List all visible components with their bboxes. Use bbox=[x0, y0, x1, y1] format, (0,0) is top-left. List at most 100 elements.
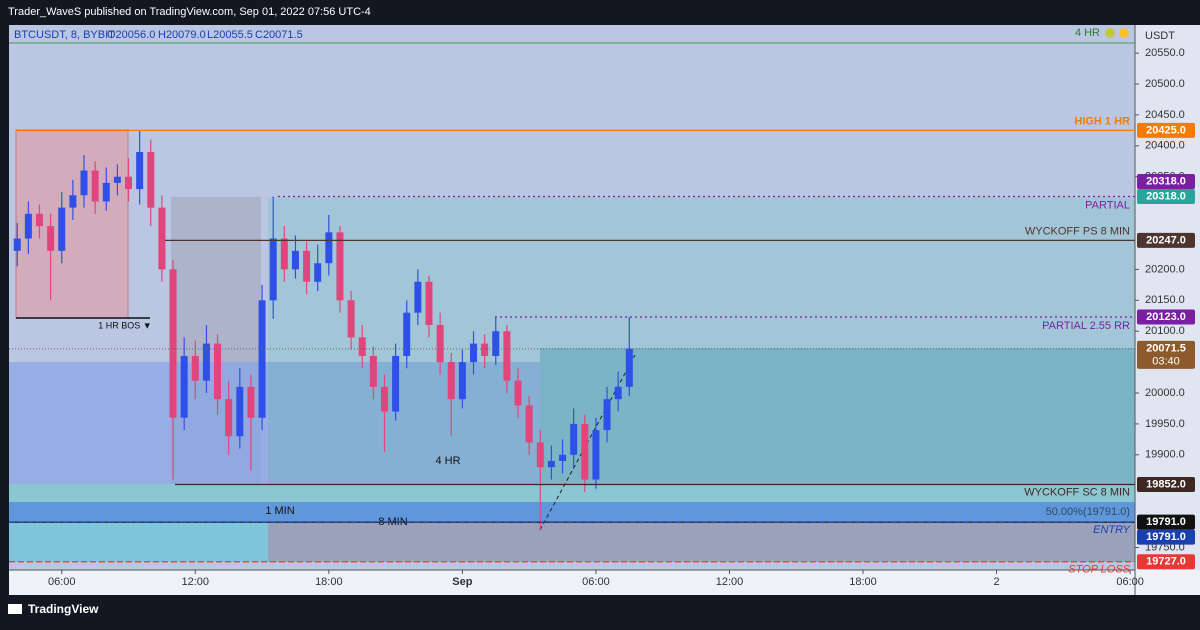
ohlc-high: H20079.0 bbox=[158, 29, 206, 41]
candle-body bbox=[436, 325, 444, 363]
level-text: HIGH 1 HR bbox=[1074, 115, 1130, 127]
candle-body bbox=[358, 337, 366, 356]
publisher: Trader_WaveS published on TradingView.co… bbox=[8, 6, 371, 18]
price-label: 20247.0 bbox=[1146, 234, 1186, 246]
time-axis bbox=[9, 570, 1200, 595]
candle-body bbox=[202, 343, 210, 381]
candle-body bbox=[559, 454, 567, 461]
candle-body bbox=[147, 151, 155, 208]
last-price-box bbox=[1137, 340, 1195, 369]
annotation: 4 HR bbox=[435, 455, 460, 467]
x-tick-label: 06:00 bbox=[48, 576, 76, 588]
candle-body bbox=[35, 213, 43, 227]
price-label: 20318.0 bbox=[1146, 175, 1186, 187]
candle-body bbox=[91, 170, 99, 202]
candle-body bbox=[347, 300, 355, 338]
zone-dark-teal bbox=[540, 348, 1135, 484]
y-tick-label: 20150.0 bbox=[1145, 294, 1185, 306]
candle-body bbox=[280, 238, 288, 270]
symbol: BTCUSDT, 8, BYBIT bbox=[14, 29, 115, 41]
ohlc-open: O20056.0 bbox=[107, 29, 155, 41]
price-label-box bbox=[1137, 309, 1195, 325]
level-text: PARTIAL bbox=[1085, 199, 1130, 211]
candle-body bbox=[214, 343, 222, 400]
zones bbox=[9, 129, 1135, 562]
countdown: 03:40 bbox=[1152, 356, 1180, 368]
price-label-box bbox=[1137, 529, 1195, 545]
brand: TradingView bbox=[28, 602, 99, 616]
y-tick-label: 19900.0 bbox=[1145, 449, 1185, 461]
candle-body bbox=[58, 207, 66, 251]
zone-blue-2 bbox=[268, 362, 540, 484]
y-tick-label: 20000.0 bbox=[1145, 387, 1185, 399]
candle-body bbox=[258, 300, 266, 418]
price-label-box bbox=[1137, 232, 1195, 248]
price-label-box bbox=[1137, 122, 1195, 138]
ohlc-low: L20055.5 bbox=[207, 29, 253, 41]
zone-risk bbox=[268, 522, 1135, 562]
x-tick-label: 12:00 bbox=[716, 576, 744, 588]
logo bbox=[8, 604, 22, 614]
level-text: WYCKOFF PS 8 MIN bbox=[1025, 225, 1130, 237]
price-label: 19852.0 bbox=[1146, 478, 1186, 490]
y-tick-label: 20500.0 bbox=[1145, 78, 1185, 90]
zone-left-low bbox=[9, 522, 268, 562]
x-tick-label: 06:00 bbox=[1116, 576, 1144, 588]
candle-body bbox=[525, 405, 533, 443]
price-label-box bbox=[1137, 514, 1195, 530]
candles bbox=[13, 130, 633, 530]
candle-body bbox=[236, 386, 244, 437]
candle-body bbox=[169, 269, 177, 418]
price-label-box bbox=[1137, 554, 1195, 570]
level-text: WYCKOFF SC 8 MIN bbox=[1024, 486, 1130, 498]
candle-body bbox=[603, 399, 611, 431]
price-label-box bbox=[1137, 476, 1195, 492]
candle-body bbox=[403, 312, 411, 356]
price-label: 20318.0 bbox=[1146, 190, 1186, 202]
zone-blue bbox=[9, 362, 268, 484]
candle-body bbox=[125, 176, 133, 190]
candle-body bbox=[158, 207, 166, 270]
candle-body bbox=[392, 355, 400, 412]
candle-body bbox=[102, 182, 110, 202]
candle-body bbox=[470, 343, 478, 363]
candle-body bbox=[47, 226, 55, 251]
candle-body bbox=[547, 460, 555, 468]
y-tick-label: 20550.0 bbox=[1145, 47, 1185, 59]
annotation: 1 MIN bbox=[265, 505, 294, 517]
currency: USDT bbox=[1145, 30, 1175, 42]
candle-body bbox=[414, 281, 422, 313]
annotation: 1 HR BOS ▼ bbox=[98, 320, 151, 330]
candle-body bbox=[136, 151, 144, 190]
zone-1hr bbox=[15, 129, 129, 319]
x-tick-label: 18:00 bbox=[849, 576, 877, 588]
candle-body bbox=[514, 380, 522, 406]
candle-body bbox=[369, 355, 377, 387]
candle-body bbox=[225, 399, 233, 437]
timeframe-label: 4 HR bbox=[1075, 27, 1100, 39]
candle-body bbox=[536, 442, 544, 468]
level-text: ENTRY bbox=[1093, 524, 1131, 536]
last-price-label: 20071.5 bbox=[1146, 343, 1186, 355]
candle-body bbox=[592, 430, 600, 480]
candle-body bbox=[492, 331, 500, 356]
level-text: PARTIAL 2.55 RR bbox=[1042, 320, 1130, 332]
candle-body bbox=[425, 281, 433, 326]
candle-body bbox=[325, 232, 333, 264]
price-label: 19727.0 bbox=[1146, 556, 1186, 568]
x-tick-label: 2 bbox=[993, 576, 999, 588]
candle-body bbox=[481, 343, 489, 356]
candle-body bbox=[581, 423, 589, 480]
candle-body bbox=[191, 355, 199, 381]
candle-body bbox=[447, 362, 455, 400]
candle-body bbox=[291, 250, 299, 270]
candle-body bbox=[570, 423, 578, 455]
candle-body bbox=[247, 386, 255, 418]
zone-1min bbox=[9, 502, 1135, 522]
icon bbox=[1105, 28, 1115, 38]
price-label: 19791.0 bbox=[1146, 531, 1186, 543]
candle-body bbox=[80, 170, 88, 196]
candle-body bbox=[380, 386, 388, 412]
candle-body bbox=[113, 176, 121, 183]
